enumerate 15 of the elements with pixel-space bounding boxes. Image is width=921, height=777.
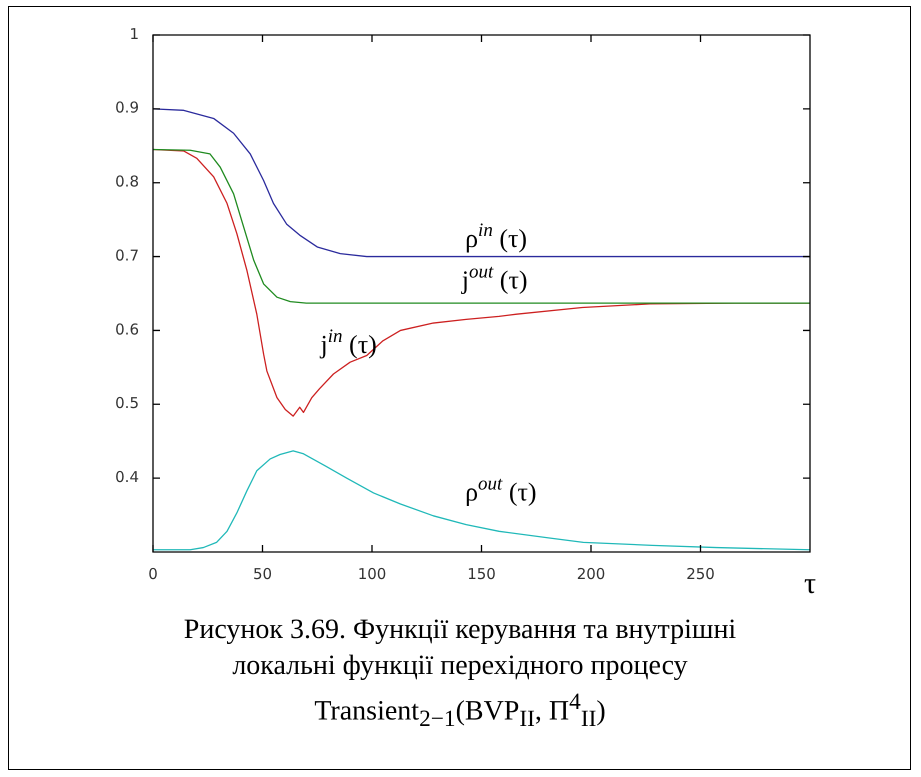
x-tick-label: 200 <box>576 564 606 583</box>
x-tick-label: 250 <box>686 564 715 583</box>
y-tick-label: 1 <box>129 24 139 43</box>
x-tick-label: 100 <box>358 564 386 583</box>
y-tick-label: 0.9 <box>115 98 139 117</box>
y-tick-label: 0.7 <box>115 246 139 264</box>
chart-title: Рисунок 3.69. Функції керування та внутрішні локальні функції перехідного процесу Transient$_{2−1}$(BVP$_{II}$, Π$^{4}$$_{II}$) <box>184 614 736 732</box>
x-tick-label: 150 <box>467 564 496 583</box>
x-tick-label: 0 <box>148 564 158 583</box>
y-tick-label: 0.8 <box>115 172 139 191</box>
y-tick-label: 0.5 <box>115 394 139 412</box>
x-tick-label: 50 <box>252 564 272 583</box>
y-tick-label: 0.4 <box>115 468 139 486</box>
y-tick-label: 0.6 <box>115 320 139 338</box>
x-axis-title: τ <box>804 566 816 600</box>
